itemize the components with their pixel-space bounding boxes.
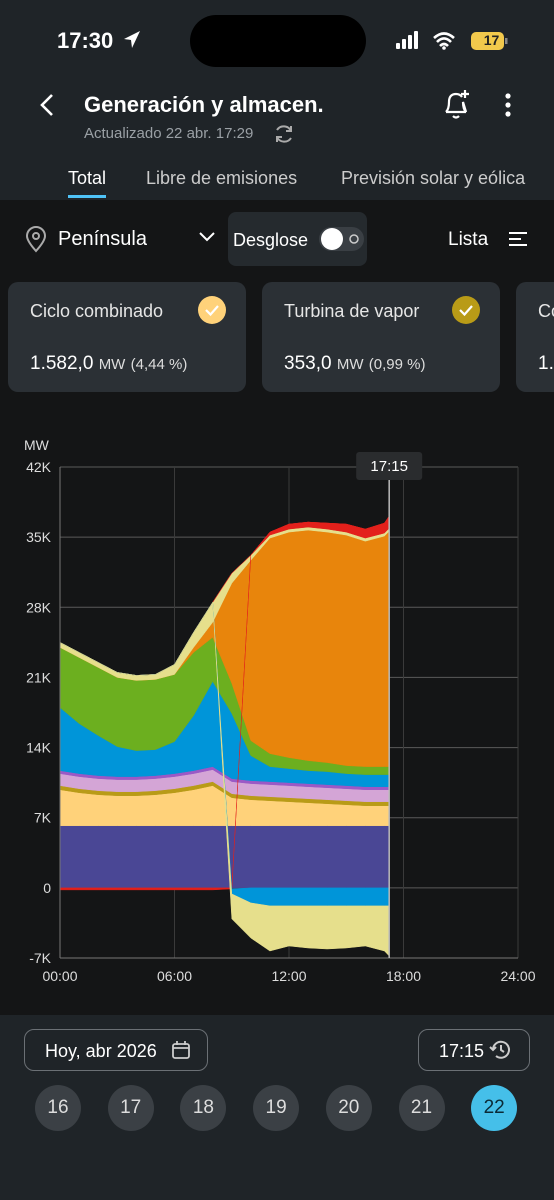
- day-button[interactable]: 19: [253, 1085, 300, 1131]
- chart: MW -7K 0 7K 14K 21K 28K 35K 42K 00:00 06:00 12:00 18…: [24, 437, 536, 984]
- share: (4,44 %): [130, 356, 188, 373]
- x-tick-label: 00:00: [42, 968, 77, 984]
- back-button[interactable]: [36, 92, 60, 118]
- cursor-label-bg: [356, 452, 423, 480]
- day-button[interactable]: 22: [471, 1085, 518, 1131]
- value: 1.582,0: [30, 353, 94, 374]
- card-title: Turbina de vapor: [284, 301, 420, 321]
- card-check[interactable]: [198, 296, 226, 324]
- y-tick-label: 35K: [26, 529, 52, 545]
- time-label: 17:15: [439, 1041, 485, 1061]
- calendar-icon: [172, 1041, 190, 1059]
- y-tick-label: 0: [43, 880, 51, 896]
- breakdown-toggle[interactable]: [318, 225, 366, 253]
- last-updated: Actualizado 22 abr. 17:29: [84, 125, 254, 142]
- region-select[interactable]: Península: [58, 228, 147, 250]
- list-view-button[interactable]: Lista: [448, 229, 489, 250]
- share: (0,99 %): [368, 356, 426, 373]
- page-title: Generación y almacen.: [84, 92, 324, 117]
- alert-button[interactable]: [440, 88, 472, 122]
- tab[interactable]: Libre de emisiones: [146, 168, 298, 188]
- clock: 17:30: [57, 28, 114, 53]
- tab-indicator: [68, 195, 106, 198]
- status-icons: [396, 31, 508, 50]
- more-button[interactable]: [500, 92, 516, 120]
- location-icon: [124, 31, 140, 48]
- y-tick-label: 28K: [26, 599, 52, 615]
- day-button[interactable]: 20: [325, 1085, 372, 1131]
- y-tick-label: -7K: [29, 950, 51, 966]
- battery-level: 17: [483, 32, 500, 48]
- card-title: Co: [538, 301, 554, 321]
- day-button[interactable]: 16: [35, 1085, 81, 1131]
- source-card[interactable]: Ciclo combinado 1.582,0 MW (4,44 %): [8, 282, 246, 392]
- card-title: Ciclo combinado: [30, 301, 164, 321]
- dynamic-island: [190, 15, 366, 67]
- tab[interactable]: Total: [68, 168, 107, 188]
- value: 353,0: [284, 353, 332, 374]
- area-series: [59, 825, 390, 889]
- unit: MW: [336, 356, 364, 373]
- day-button[interactable]: 18: [180, 1085, 227, 1131]
- x-tick-label: 06:00: [157, 968, 192, 984]
- list-icon[interactable]: [508, 230, 528, 248]
- day-button[interactable]: 17: [107, 1085, 154, 1131]
- date-picker[interactable]: Hoy, abr 2026: [24, 1029, 208, 1071]
- date-label: Hoy, abr 2026: [45, 1041, 157, 1061]
- source-card[interactable]: Co 1.3: [516, 282, 554, 392]
- value: 1.3: [538, 353, 554, 374]
- source-card[interactable]: Turbina de vapor 353,0 MW (0,99 %): [262, 282, 500, 392]
- x-tick-label: 24:00: [500, 968, 535, 984]
- card-value: 1.3: [538, 353, 554, 375]
- location-pin: [25, 226, 47, 253]
- breakdown-label: Desglose: [233, 230, 309, 250]
- area-series: [59, 515, 390, 891]
- y-tick-label: 7K: [34, 810, 52, 826]
- card-value: 353,0 MW (0,99 %): [284, 353, 425, 375]
- card-check[interactable]: [452, 296, 480, 324]
- y-tick-label: 14K: [26, 740, 52, 756]
- x-tick-label: 18:00: [386, 968, 421, 984]
- y-tick-label: 21K: [26, 669, 52, 685]
- refresh-button[interactable]: [272, 122, 296, 146]
- time-picker[interactable]: 17:15: [418, 1029, 530, 1071]
- y-tick-label: 42K: [26, 459, 52, 475]
- day-button[interactable]: 21: [398, 1085, 445, 1131]
- unit: MW: [98, 356, 126, 373]
- dropdown-chevron[interactable]: [198, 230, 216, 244]
- card-value: 1.582,0 MW (4,44 %): [30, 353, 187, 375]
- x-tick-label: 12:00: [271, 968, 306, 984]
- history-icon: [489, 1040, 510, 1059]
- y-axis-label: MW: [24, 437, 50, 453]
- tab[interactable]: Previsión solar y eólica: [341, 168, 526, 188]
- cursor-label: 17:15: [370, 458, 408, 475]
